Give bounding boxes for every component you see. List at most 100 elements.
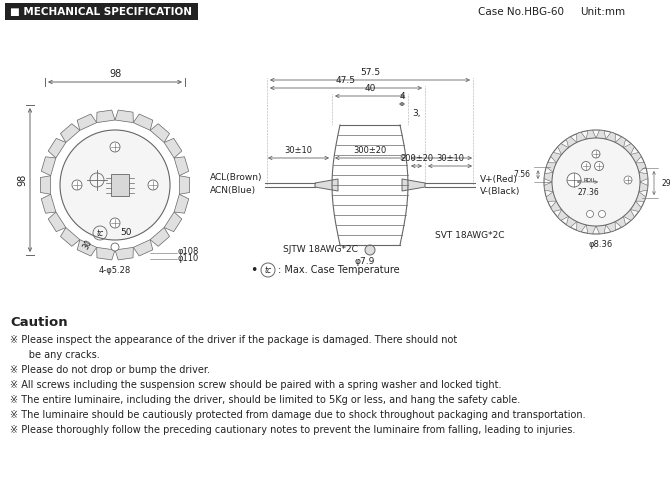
Text: φ108: φ108 <box>178 247 200 255</box>
Text: 30±10: 30±10 <box>436 154 464 163</box>
Polygon shape <box>586 130 596 139</box>
Text: : Max. Case Temperature: : Max. Case Temperature <box>278 265 399 275</box>
Text: V+(Red): V+(Red) <box>480 174 518 183</box>
Text: 98: 98 <box>109 69 121 79</box>
Polygon shape <box>133 240 153 256</box>
Text: φ7.9: φ7.9 <box>355 256 375 265</box>
Bar <box>5 3 198 20</box>
Polygon shape <box>544 172 553 182</box>
Text: 200±20: 200±20 <box>400 154 433 163</box>
Polygon shape <box>164 212 182 232</box>
Circle shape <box>72 180 82 190</box>
Polygon shape <box>48 212 66 232</box>
Text: ■ MECHANICAL SPECIFICATION: ■ MECHANICAL SPECIFICATION <box>10 7 192 17</box>
Polygon shape <box>630 201 641 211</box>
Text: SJTW 18AWG*2C: SJTW 18AWG*2C <box>283 245 357 253</box>
Text: Unit:mm: Unit:mm <box>580 7 625 17</box>
Circle shape <box>592 150 600 158</box>
Polygon shape <box>150 228 170 247</box>
Polygon shape <box>315 179 338 191</box>
Circle shape <box>365 245 375 255</box>
Text: ※ The luminaire should be cautiously protected from damage due to shock througho: ※ The luminaire should be cautiously pro… <box>10 410 586 420</box>
Polygon shape <box>48 138 66 158</box>
Polygon shape <box>546 192 556 202</box>
Text: 47.5: 47.5 <box>336 76 356 85</box>
Polygon shape <box>566 137 577 148</box>
Polygon shape <box>546 163 556 172</box>
Polygon shape <box>606 132 615 142</box>
Polygon shape <box>639 182 648 192</box>
Text: ※ Please do not drop or bump the driver.: ※ Please do not drop or bump the driver. <box>10 365 210 375</box>
Circle shape <box>148 180 158 190</box>
Text: 30: 30 <box>82 239 94 251</box>
Circle shape <box>552 138 640 226</box>
Circle shape <box>110 218 120 228</box>
Polygon shape <box>150 124 170 142</box>
Polygon shape <box>96 110 115 123</box>
Text: 7.56: 7.56 <box>513 170 530 179</box>
Text: be any cracks.: be any cracks. <box>10 350 100 360</box>
Circle shape <box>598 210 606 217</box>
Text: ※ Please inspect the appearance of the driver if the package is damaged. There s: ※ Please inspect the appearance of the d… <box>10 335 457 345</box>
Text: φ8.36: φ8.36 <box>589 240 613 248</box>
Polygon shape <box>639 172 648 182</box>
Bar <box>111 174 129 196</box>
Polygon shape <box>551 152 561 163</box>
Text: RDIL: RDIL <box>584 177 596 182</box>
Polygon shape <box>115 247 133 260</box>
Polygon shape <box>566 216 577 227</box>
Text: 40: 40 <box>364 84 376 93</box>
Polygon shape <box>164 138 182 158</box>
Polygon shape <box>402 179 425 191</box>
Text: φ110: φ110 <box>178 253 199 262</box>
Polygon shape <box>606 222 615 232</box>
Text: 98: 98 <box>17 174 27 186</box>
Text: ACL(Brown): ACL(Brown) <box>210 172 263 181</box>
Circle shape <box>60 130 170 240</box>
Polygon shape <box>577 222 586 232</box>
Polygon shape <box>174 157 189 176</box>
Text: 50: 50 <box>120 228 131 237</box>
Text: 4: 4 <box>399 92 405 101</box>
Polygon shape <box>557 144 569 155</box>
Text: V-(Black): V-(Black) <box>480 187 521 196</box>
Text: 4-φ5.28: 4-φ5.28 <box>99 265 131 275</box>
Circle shape <box>594 162 604 170</box>
Polygon shape <box>596 130 606 139</box>
Polygon shape <box>40 176 51 194</box>
Polygon shape <box>630 152 641 163</box>
Circle shape <box>624 176 632 184</box>
Polygon shape <box>42 194 56 213</box>
Text: tc: tc <box>265 265 271 275</box>
Circle shape <box>544 130 648 234</box>
Polygon shape <box>615 137 626 148</box>
Polygon shape <box>615 216 626 227</box>
Polygon shape <box>586 225 596 234</box>
Polygon shape <box>115 110 133 123</box>
Polygon shape <box>77 240 96 256</box>
Polygon shape <box>77 114 96 130</box>
Text: Case No.HBG-60: Case No.HBG-60 <box>478 7 564 17</box>
Text: 27.36: 27.36 <box>577 188 599 197</box>
Polygon shape <box>60 228 80 247</box>
Circle shape <box>111 243 119 251</box>
Polygon shape <box>636 163 646 172</box>
Polygon shape <box>551 201 561 211</box>
Circle shape <box>110 142 120 152</box>
Circle shape <box>586 210 594 217</box>
Text: ACN(Blue): ACN(Blue) <box>210 186 256 195</box>
Polygon shape <box>133 114 153 130</box>
Text: Caution: Caution <box>10 316 68 329</box>
Polygon shape <box>96 247 115 260</box>
Polygon shape <box>174 194 189 213</box>
Text: 30±10: 30±10 <box>285 146 312 155</box>
Text: ※ All screws including the suspension screw should be paired with a spring washe: ※ All screws including the suspension sc… <box>10 380 502 390</box>
Polygon shape <box>557 209 569 220</box>
Polygon shape <box>180 176 190 194</box>
Text: 29.64: 29.64 <box>662 178 670 188</box>
Text: SVT 18AWG*2C: SVT 18AWG*2C <box>435 231 505 240</box>
Polygon shape <box>60 124 80 142</box>
Polygon shape <box>544 182 553 192</box>
Text: 300±20: 300±20 <box>353 146 387 155</box>
Text: ※ Please thoroughly follow the preceding cautionary notes to prevent the luminai: ※ Please thoroughly follow the preceding… <box>10 425 576 435</box>
